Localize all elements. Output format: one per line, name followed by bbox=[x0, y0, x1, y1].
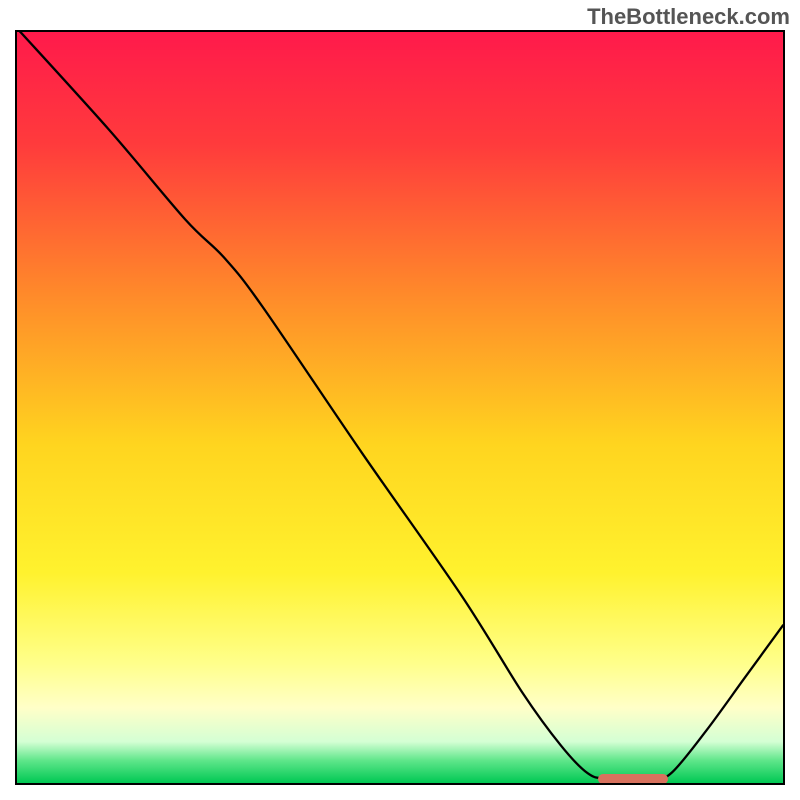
curve-line bbox=[17, 32, 783, 783]
optimal-zone-marker bbox=[598, 774, 667, 784]
watermark-text: TheBottleneck.com bbox=[587, 4, 790, 30]
chart-container: TheBottleneck.com bbox=[0, 0, 800, 800]
plot-area bbox=[15, 30, 785, 785]
